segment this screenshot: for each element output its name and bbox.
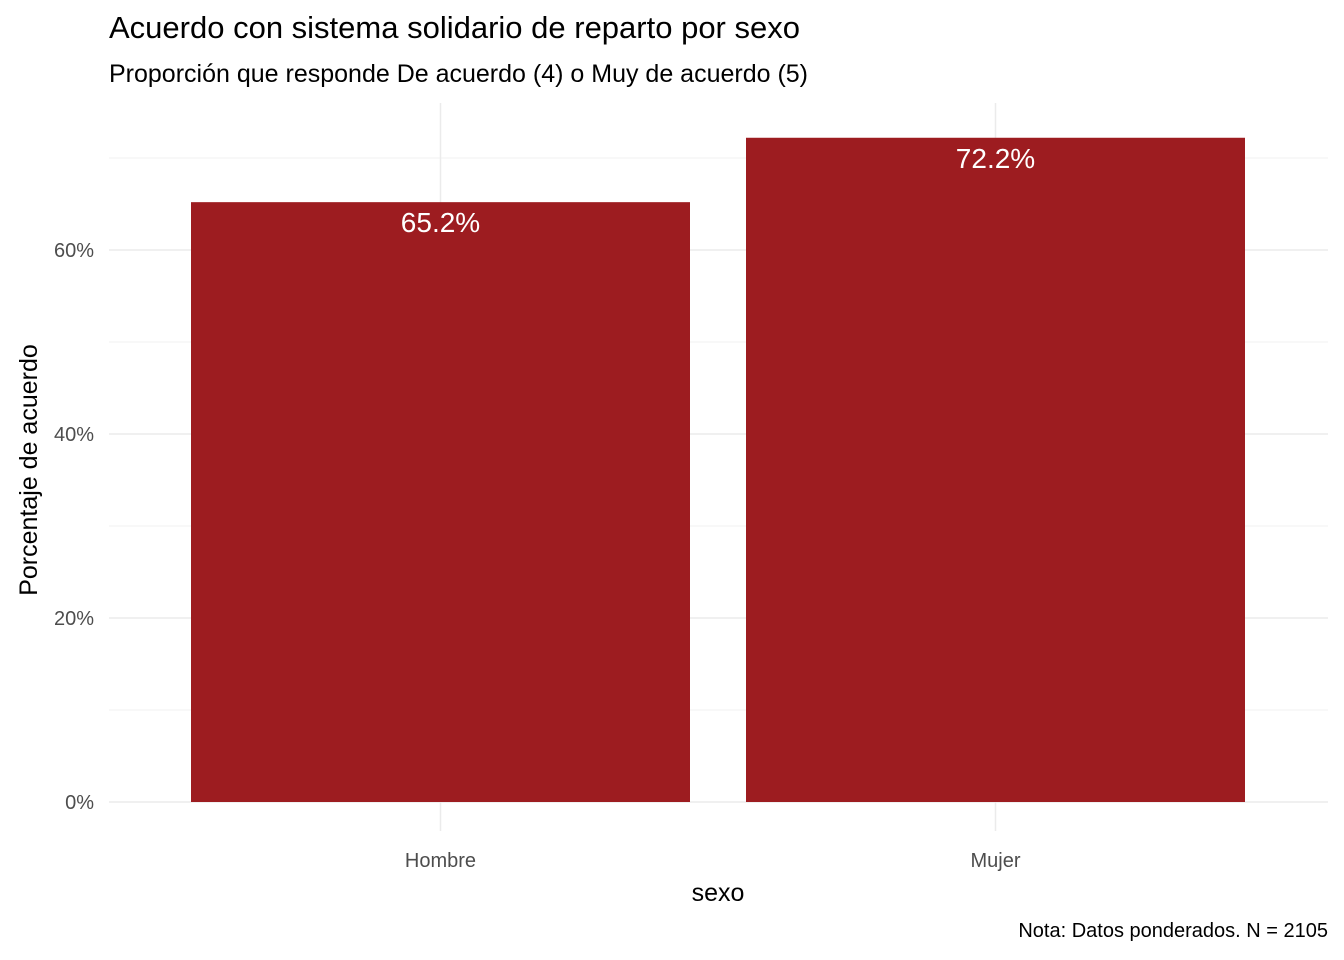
y-tick-labels: 0% 20% 40% 60% <box>54 240 94 814</box>
data-label-hombre: 65.2% <box>401 207 480 238</box>
y-tick-label: 20% <box>54 608 94 630</box>
chart-subtitle: Proporción que responde De acuerdo (4) o… <box>109 60 809 88</box>
x-tick-label-mujer: Mujer <box>970 850 1020 872</box>
chart-caption: Nota: Datos ponderados. N = 2105 <box>1018 920 1328 942</box>
y-tick-label: 40% <box>54 424 94 446</box>
bar-mujer <box>746 137 1245 802</box>
y-axis-title: Porcentaje de acuerdo <box>15 344 43 596</box>
x-tick-labels: Hombre Mujer <box>405 850 1021 872</box>
bars <box>191 137 1245 802</box>
bar-hombre <box>191 202 690 802</box>
y-tick-label: 0% <box>65 792 94 814</box>
chart-title: Acuerdo con sistema solidario de reparto… <box>109 10 800 45</box>
x-tick-label-hombre: Hombre <box>405 850 476 872</box>
y-tick-label: 60% <box>54 240 94 262</box>
data-label-mujer: 72.2% <box>956 143 1035 174</box>
bar-labels: 65.2% 72.2% <box>401 143 1035 238</box>
x-axis-title: sexo <box>692 879 745 907</box>
